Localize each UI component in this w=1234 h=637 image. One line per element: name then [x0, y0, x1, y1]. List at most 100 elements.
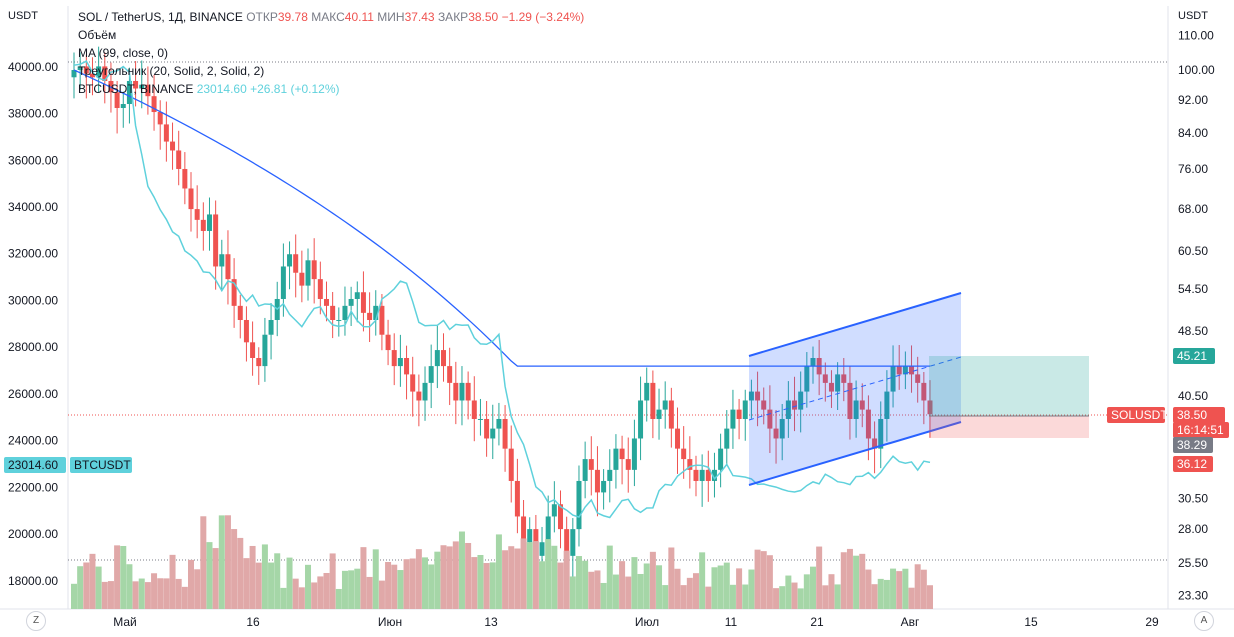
candle-body: [644, 382, 650, 401]
volume-bar: [723, 562, 730, 609]
ma-indicator-label[interactable]: MA (99, close, 0): [78, 46, 169, 60]
candle-body: [890, 366, 896, 392]
volume-bar: [853, 555, 860, 609]
zoom-button[interactable]: Z: [26, 611, 46, 631]
volume-indicator-label[interactable]: Объём: [78, 28, 117, 42]
candle-body: [693, 469, 699, 481]
volume-bar: [526, 542, 533, 609]
volume-bar: [280, 587, 287, 609]
candle-body: [613, 448, 619, 470]
volume-bar: [742, 584, 749, 609]
volume-bar: [822, 585, 829, 609]
candle-body: [139, 84, 145, 89]
volume-bar: [292, 578, 299, 609]
volume-bar: [323, 572, 330, 609]
volume-bar: [231, 529, 238, 609]
volume-bar: [107, 581, 114, 609]
candle-body: [767, 409, 773, 429]
time-tick-label: 11: [725, 615, 738, 629]
candle-body: [484, 418, 490, 439]
volume-bar: [539, 561, 546, 609]
candle-body: [736, 409, 742, 419]
symbol-title[interactable]: SOL / TetherUS, 1Д, BINANCE: [78, 10, 243, 24]
price-label-symbol: SOLUSDT: [1111, 408, 1168, 422]
compare-symbol-row[interactable]: BTCUSDT, BINANCE 23014.60 +26.81 (+0.12%…: [78, 80, 584, 98]
volume-bar: [249, 545, 256, 609]
candle-body: [631, 438, 637, 470]
price-label-countdown-box: [1173, 422, 1229, 438]
volume-bar: [83, 562, 90, 609]
volume-bar: [563, 550, 570, 609]
right-tick-label: 110.00: [1178, 29, 1214, 43]
candle-body: [927, 400, 933, 415]
candle-body: [718, 448, 724, 470]
volume-bar: [101, 581, 108, 609]
volume-bar: [637, 573, 644, 609]
candle-body: [416, 391, 422, 401]
triangle-indicator-label[interactable]: Треугольник (20, Solid, 2, Solid, 2): [78, 64, 265, 78]
volume-bar: [89, 553, 96, 609]
volume-bar: [674, 568, 681, 609]
right-tick-label: 28.00: [1178, 522, 1208, 536]
compare-symbol: BTCUSDT, BINANCE: [78, 82, 194, 96]
candle-body: [133, 80, 139, 89]
candle-body: [422, 382, 428, 401]
compare-value: 23014.60: [196, 82, 247, 96]
volume-bar: [754, 549, 761, 609]
volume-bar: [403, 559, 410, 609]
volume-bar: [114, 545, 121, 609]
time-tick-label: Май: [113, 615, 137, 629]
candle-body: [83, 66, 89, 74]
channel-upper-line: [748, 292, 962, 357]
candle-body: [163, 124, 169, 142]
left-tick-label: 20000.00: [8, 527, 58, 541]
volume-bar: [877, 578, 884, 609]
volume-bar: [452, 541, 459, 609]
candle-body: [219, 254, 225, 267]
volume-bar: [834, 584, 841, 609]
candle-body: [705, 469, 711, 481]
volume-bar: [816, 546, 823, 609]
volume-bar: [255, 562, 262, 609]
volume-bar: [711, 567, 718, 609]
candle-body: [558, 504, 564, 530]
candle-body: [170, 141, 176, 151]
volume-bar: [77, 566, 84, 609]
candle-body: [748, 391, 754, 401]
volume-bar: [335, 588, 342, 609]
left-tick-label: 32000.00: [8, 247, 58, 261]
volume-bar: [317, 576, 324, 609]
volume-bar: [588, 571, 595, 609]
volume-bar: [692, 573, 699, 609]
candle-body: [311, 260, 317, 280]
volume-bar: [391, 564, 398, 609]
candle-body: [841, 374, 847, 383]
candle-body: [835, 374, 841, 392]
candle-body: [502, 418, 508, 449]
right-tick-label: 25.50: [1178, 556, 1208, 570]
time-tick-label: 13: [484, 615, 498, 629]
right-tick-label: 54.50: [1178, 282, 1208, 296]
volume-bar: [206, 542, 213, 609]
volume-bar: [569, 576, 576, 609]
volume-bar: [378, 580, 385, 609]
candle-body: [126, 80, 132, 105]
volume-bar: [680, 585, 687, 609]
candle-body: [668, 400, 674, 429]
volume-bar: [532, 541, 539, 609]
candle-body: [675, 428, 681, 449]
left-tick-label: 26000.00: [8, 387, 58, 401]
auto-scale-button[interactable]: A: [1194, 611, 1214, 631]
candle-body: [828, 382, 834, 392]
stop-zone: [929, 416, 1089, 438]
candle-body: [699, 469, 705, 481]
volume-bar: [200, 516, 207, 609]
left-tick-label: 18000.00: [8, 574, 58, 588]
volume-bar: [286, 557, 293, 609]
volume-bar: [458, 531, 465, 609]
candle-body: [373, 305, 379, 320]
right-tick-label: 30.50: [1178, 491, 1208, 505]
ma-line: [73, 69, 930, 367]
time-tick-label: 29: [1145, 615, 1159, 629]
